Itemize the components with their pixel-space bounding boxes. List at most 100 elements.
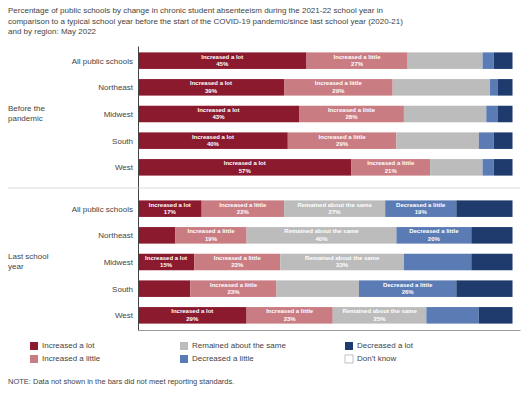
y-axis: All public schoolsNortheastMidwestSouthW… [72, 47, 139, 331]
bar-segment [190, 280, 276, 297]
y-tick: All public schools [72, 57, 138, 66]
bar-segment [494, 132, 513, 149]
data-label-line: Decreased a little [409, 228, 459, 234]
bar-segment [277, 280, 359, 297]
data-label-line: 17% [164, 209, 177, 215]
bar-segment [202, 200, 284, 217]
data-label-line: Remained about the same [297, 202, 372, 208]
legend-label: Increased a lot [42, 341, 95, 350]
y-tick: West [115, 163, 138, 172]
bar-segment [456, 280, 512, 297]
title-line: and by region: May 2022 [8, 27, 97, 36]
bar-segment [498, 79, 513, 96]
data-label: Increased a lot45% [201, 54, 243, 67]
bar-segment [138, 200, 202, 217]
bar-segment [471, 227, 512, 244]
bar-segment [430, 159, 482, 176]
data-label: Decreased a little19% [396, 202, 446, 215]
bar-segment [138, 132, 288, 149]
data-label: Increased a little28% [328, 107, 376, 120]
data-label-line: 19% [415, 209, 428, 215]
bar-segment [284, 79, 393, 96]
y-tick-label: Midwest [104, 258, 134, 267]
note: NOTE: Data not shown in the bars did not… [8, 377, 234, 386]
data-label-line: 29% [336, 141, 349, 147]
bar-segment [404, 106, 486, 123]
legend-swatch [345, 342, 353, 350]
bar-segment [138, 52, 307, 69]
data-label: Increased a little19% [188, 228, 236, 241]
group-label-line: pandemic [8, 114, 43, 123]
bar-segment [138, 159, 351, 176]
bar-segment [396, 132, 478, 149]
bar-segment [408, 52, 483, 69]
chart-container: Percentage of public schools by change i… [0, 0, 532, 396]
bar-segment [486, 106, 497, 123]
data-label-line: Increased a little [214, 255, 262, 261]
bar-segment [351, 159, 430, 176]
y-axis-line [138, 47, 139, 331]
group-labels: Before thepandemicLast schoolyear [8, 104, 49, 271]
data-label-line: Increased a lot [190, 80, 232, 86]
bar-segment [280, 254, 404, 271]
data-label-line: Increased a lot [201, 54, 243, 60]
data-label-line: 40% [316, 236, 329, 242]
y-tick: South [112, 285, 138, 294]
bar-segment [426, 307, 478, 324]
legend-swatch [180, 342, 188, 350]
data-label: Decreased a little 20% [409, 228, 459, 241]
bar-segment [385, 200, 456, 217]
bar-segment [138, 280, 190, 297]
bar-segment [494, 159, 513, 176]
bar-segment [138, 79, 284, 96]
data-label: Increased a little29% [319, 134, 367, 147]
data-label-line: 57% [239, 168, 252, 174]
group-label-line: Last school [8, 252, 49, 261]
data-label-line: 15% [160, 262, 173, 268]
data-label: Increased a lot43% [198, 107, 240, 120]
legend-label: Don't know [357, 354, 397, 363]
legend-swatch [30, 342, 38, 350]
legend-item: Remained about the same [180, 341, 286, 350]
data-label: Increased a lot29% [171, 308, 213, 321]
data-label: Remained about the same27% [297, 202, 372, 215]
data-label-line: 23% [231, 262, 244, 268]
bar-segment [483, 159, 494, 176]
data-label-line: 23% [284, 316, 297, 322]
data-label-line: Increased a little [367, 160, 415, 166]
title-line: comparison to a typical school year befo… [8, 17, 403, 26]
y-tick-label: West [115, 311, 134, 320]
group-label: Last schoolyear [8, 252, 49, 271]
data-label: Remained about the same25% [342, 308, 417, 321]
legend-swatch [30, 355, 38, 363]
data-label-line: 25% [374, 316, 387, 322]
data-label-line: Increased a little [210, 282, 258, 288]
data-label-line: Increased a lot [198, 107, 240, 113]
data-label: Decreased a little26% [383, 282, 433, 295]
chart-svg: Percentage of public schools by change i… [0, 0, 532, 396]
data-label-line: Remained about the same [284, 228, 359, 234]
y-tick: Midwest [104, 110, 138, 119]
data-label: Remained about the same 40% [284, 228, 359, 241]
bar-segment [307, 52, 408, 69]
data-label-line: Increased a little [219, 202, 267, 208]
bar-segment [138, 254, 194, 271]
bar-segment [194, 254, 280, 271]
legend-item: Increased a lot [30, 341, 95, 350]
bar-segment [479, 307, 513, 324]
bar-segment [299, 106, 404, 123]
bar-segment [396, 227, 471, 244]
legend-label: Decreased a little [192, 354, 254, 363]
data-label-line: Increased a lot [192, 134, 234, 140]
data-label: Increased a lot 39% [190, 80, 232, 93]
bar-segment [456, 200, 512, 217]
group-label-line: year [8, 262, 24, 271]
data-label-line: 20% [428, 236, 441, 242]
x-axis [139, 330, 521, 331]
data-label-line: 21% [385, 168, 398, 174]
y-tick-label: South [112, 137, 133, 146]
data-label-line: 26% [402, 289, 415, 295]
y-tick: West [115, 311, 138, 320]
data-label-line: 39% [205, 88, 218, 94]
data-label: Increased a little27% [334, 54, 382, 67]
